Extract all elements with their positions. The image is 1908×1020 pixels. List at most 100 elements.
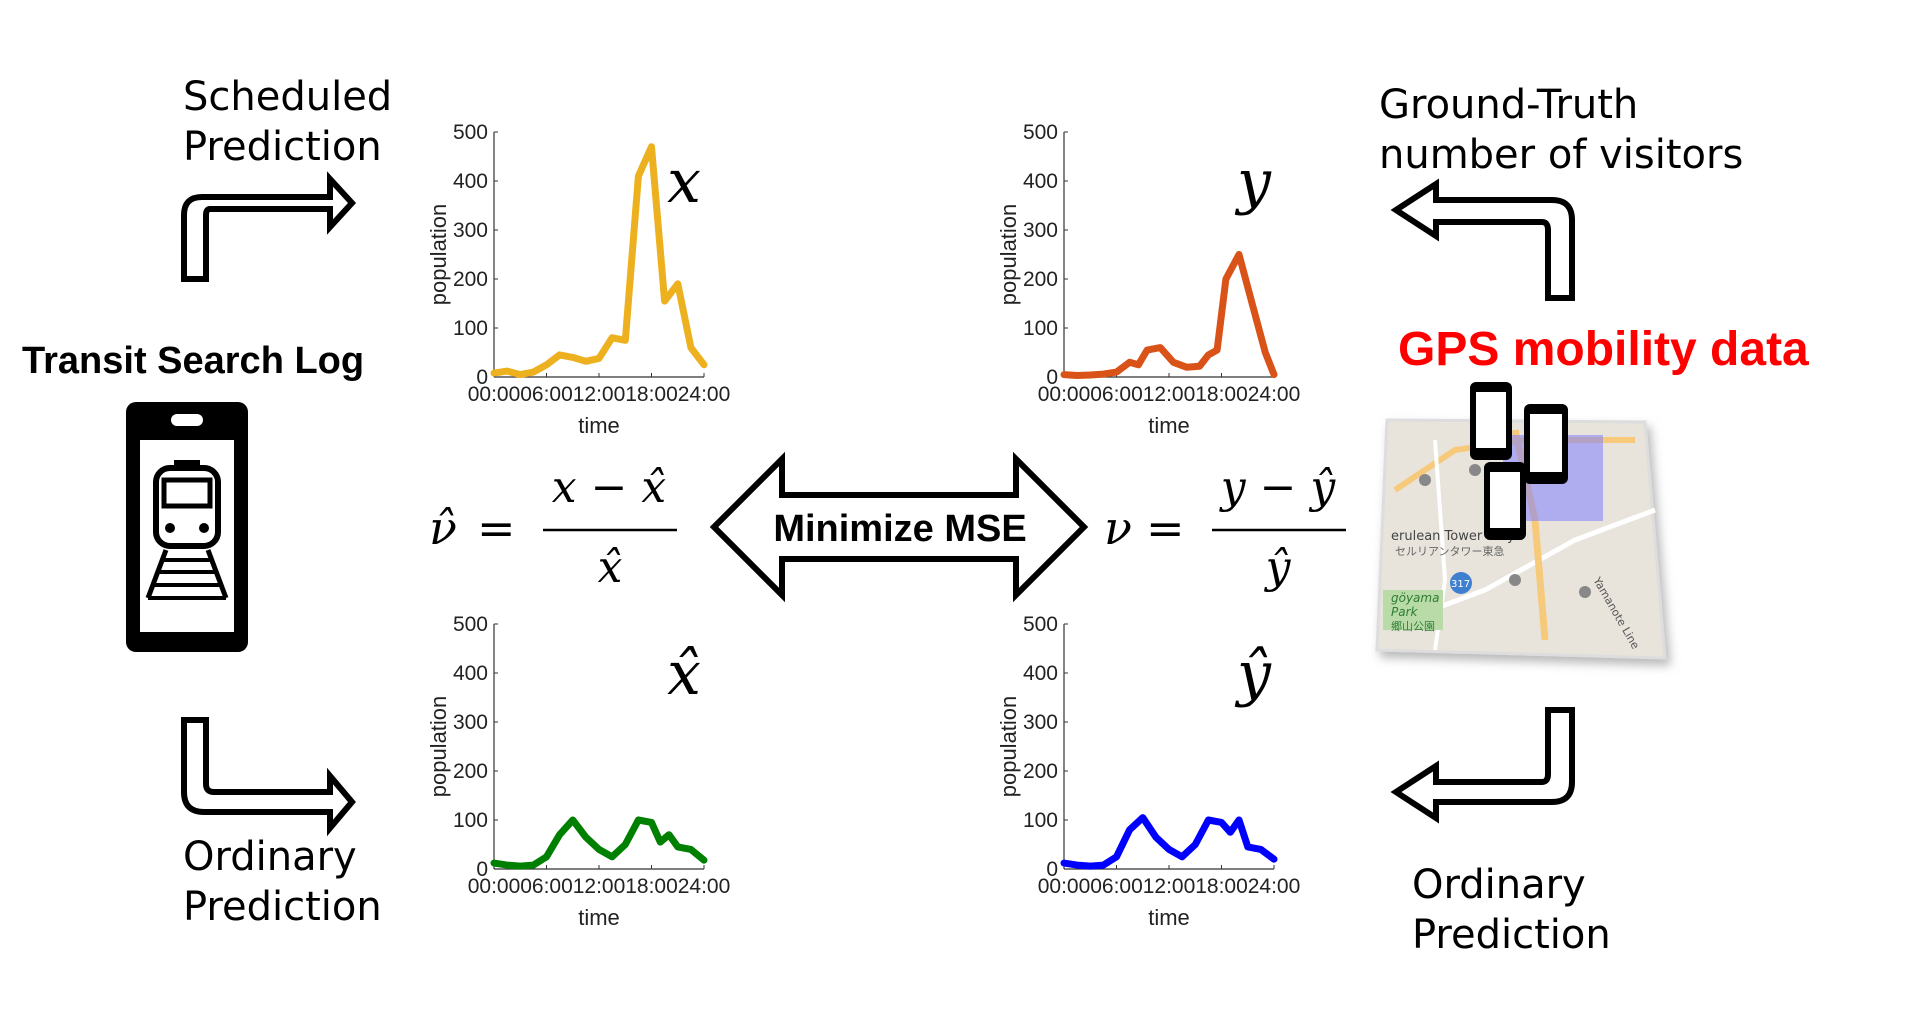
minimize-mse-double-arrow: Minimize MSE [709, 451, 1089, 603]
y-tick-label: 400 [1023, 662, 1058, 685]
series-symbol: x̂ [667, 639, 701, 709]
ordinary-right-arrow-icon [1390, 707, 1575, 824]
x-tick-label: 12:00 [573, 875, 626, 898]
x-tick-label: 06:00 [1090, 383, 1143, 406]
y-tick-label: 500 [1023, 121, 1058, 144]
series-symbol: x [667, 147, 701, 217]
phone-train-icon [126, 402, 248, 652]
series-line [1060, 251, 1278, 379]
series-line [1060, 814, 1278, 870]
y-tick-label: 500 [453, 613, 488, 636]
series-symbol: ŷ [1234, 639, 1272, 709]
ground-truth-arrow-icon [1390, 178, 1575, 301]
y-tick-label: 0 [1046, 858, 1058, 881]
x-tick-label: 12:00 [573, 383, 626, 406]
x-tick-label: 18:00 [1195, 383, 1248, 406]
ordinary-prediction-left-label: Ordinary Prediction [183, 832, 382, 932]
x-tick-label: 24:00 [678, 875, 731, 898]
ground-truth-line1: Ground-Truth [1379, 82, 1639, 128]
map-park-line1: göyama [1391, 591, 1439, 605]
scheduled-line2: Prediction [183, 124, 382, 170]
y-tick-label: 100 [453, 317, 488, 340]
x-axis-label: time [578, 413, 620, 438]
scheduled-arrow-icon [181, 171, 357, 282]
y-axis-label: population [996, 204, 1021, 306]
y-tick-label: 500 [453, 121, 488, 144]
y-tick-label: 200 [1023, 268, 1058, 291]
y-tick-label: 400 [453, 170, 488, 193]
y-tick-label: 300 [1023, 219, 1058, 242]
y-tick-label: 500 [1023, 613, 1058, 636]
smartphone-icon-1 [1470, 382, 1512, 460]
scheduled-line1: Scheduled [183, 74, 393, 120]
equation-right: ν = y − ŷ ŷ [1104, 462, 1346, 593]
eq-right-lhs: ν [1104, 501, 1132, 555]
x-tick-label: 24:00 [1248, 383, 1301, 406]
x-tick-label: 06:00 [1090, 875, 1143, 898]
y-tick-label: 0 [476, 366, 488, 389]
y-tick-label: 100 [1023, 809, 1058, 832]
y-tick-label: 200 [453, 268, 488, 291]
chart-x-scheduled: 0 100 200 300 400 500 00:00 06:00 12:00 18:00 24:0… [426, 121, 731, 438]
x-tick-label: 24:00 [1248, 875, 1301, 898]
map-text-line2: セルリアンタワー東急 [1395, 544, 1505, 558]
y-axis-label: population [426, 696, 451, 798]
y-tick-label: 300 [453, 219, 488, 242]
x-tick-label: 00:00 [1038, 875, 1091, 898]
eq-right-equals: = [1146, 501, 1185, 555]
eq-right-denominator: ŷ [1264, 542, 1292, 593]
eq-left-numerator: x − x̂ [552, 462, 667, 513]
eq-left-equals: = [477, 501, 516, 555]
map-park-line2: Park [1391, 605, 1419, 619]
y-tick-label: 400 [453, 662, 488, 685]
y-axis-label: population [996, 696, 1021, 798]
y-tick-label: 0 [1046, 366, 1058, 389]
chart-yhat-ordinary: 0 100 200 300 400 500 00:00 06:00 12:00 18:00 24:0… [996, 613, 1301, 930]
y-tick-label: 400 [1023, 170, 1058, 193]
minimize-mse-label: Minimize MSE [773, 508, 1026, 550]
x-tick-label: 06:00 [520, 875, 573, 898]
smartphones-icon [1470, 382, 1568, 540]
ordinary-prediction-right-label: Ordinary Prediction [1412, 860, 1611, 960]
ground-truth-label: Ground-Truth number of visitors [1379, 80, 1743, 180]
x-axis-label: time [578, 905, 620, 930]
y-tick-label: 300 [1023, 711, 1058, 734]
x-tick-label: 24:00 [678, 383, 731, 406]
x-tick-label: 18:00 [1195, 875, 1248, 898]
series-symbol: y [1234, 147, 1272, 217]
map-road-number: 317 [1451, 579, 1470, 590]
smartphone-icon-3 [1484, 462, 1526, 540]
gps-mobility-data-label: GPS mobility data [1398, 323, 1809, 376]
series-line [490, 816, 708, 870]
ground-truth-line2: number of visitors [1379, 132, 1744, 178]
x-tick-label: 18:00 [625, 875, 678, 898]
scheduled-prediction-label: Scheduled Prediction [183, 72, 392, 172]
y-tick-label: 0 [476, 858, 488, 881]
x-tick-label: 00:00 [1038, 383, 1091, 406]
y-tick-label: 100 [1023, 317, 1058, 340]
ordinary-right-line1: Ordinary [1412, 862, 1586, 908]
x-tick-label: 18:00 [625, 383, 678, 406]
ordinary-left-line2: Prediction [183, 884, 382, 930]
x-axis-label: time [1148, 413, 1190, 438]
y-axis-label: population [426, 204, 451, 306]
eq-left-denominator: x̂ [598, 542, 623, 593]
eq-left-lhs: ν̂ [429, 501, 457, 555]
ordinary-left-arrow-icon [181, 717, 356, 837]
chart-xhat-ordinary: 0 100 200 300 400 500 00:00 06:00 12:00 18:00 24:0… [426, 613, 731, 930]
y-tick-label: 300 [453, 711, 488, 734]
x-tick-label: 00:00 [468, 383, 521, 406]
x-tick-label: 12:00 [1143, 875, 1196, 898]
eq-right-numerator: y − ŷ [1219, 462, 1337, 513]
ordinary-left-line1: Ordinary [183, 834, 357, 880]
x-tick-label: 00:00 [468, 875, 521, 898]
y-tick-label: 200 [453, 760, 488, 783]
x-axis-label: time [1148, 905, 1190, 930]
y-tick-label: 100 [453, 809, 488, 832]
x-tick-label: 12:00 [1143, 383, 1196, 406]
chart-y-ground-truth: 0 100 200 300 400 500 00:00 06:00 12:00 18:00 24:0… [996, 121, 1301, 438]
transit-search-log-label: Transit Search Log [22, 340, 365, 382]
smartphone-icon-2 [1524, 404, 1568, 484]
ordinary-right-line2: Prediction [1412, 912, 1611, 958]
equation-left: ν̂ = x − x̂ x̂ [429, 462, 677, 593]
